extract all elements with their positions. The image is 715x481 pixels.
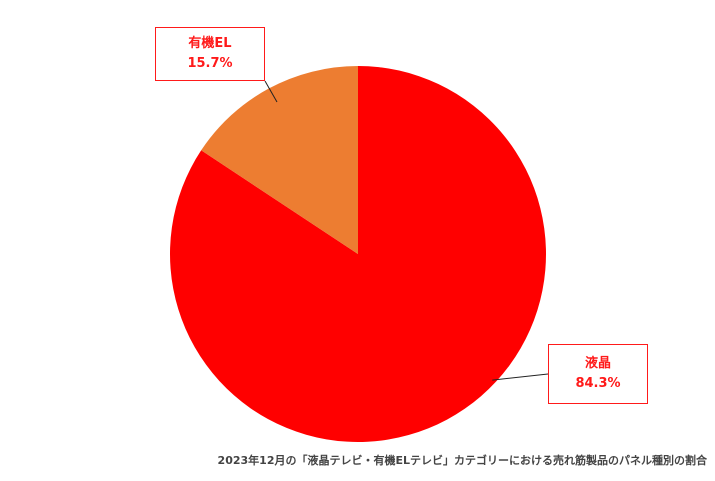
- lcd-data-label: 液晶 84.3%: [548, 344, 648, 404]
- oled-data-label: 有機EL 15.7%: [155, 27, 265, 81]
- pie-slices: [169, 66, 546, 443]
- lcd-leader-line: [492, 373, 549, 381]
- chart-caption: 2023年12月の「液晶テレビ・有機ELテレビ」カテゴリーにおける売れ筋製品のパ…: [217, 454, 707, 467]
- oled-category-label: 有機EL: [188, 36, 232, 51]
- oled-slice: [201, 66, 358, 254]
- lcd-value-label: 84.3%: [575, 376, 621, 391]
- lcd-category-label: 液晶: [584, 356, 611, 371]
- oled-leader-line: [264, 80, 278, 103]
- lcd-slice: [169, 66, 546, 443]
- leader-lines: [264, 80, 549, 381]
- oled-value-label: 15.7%: [187, 56, 233, 71]
